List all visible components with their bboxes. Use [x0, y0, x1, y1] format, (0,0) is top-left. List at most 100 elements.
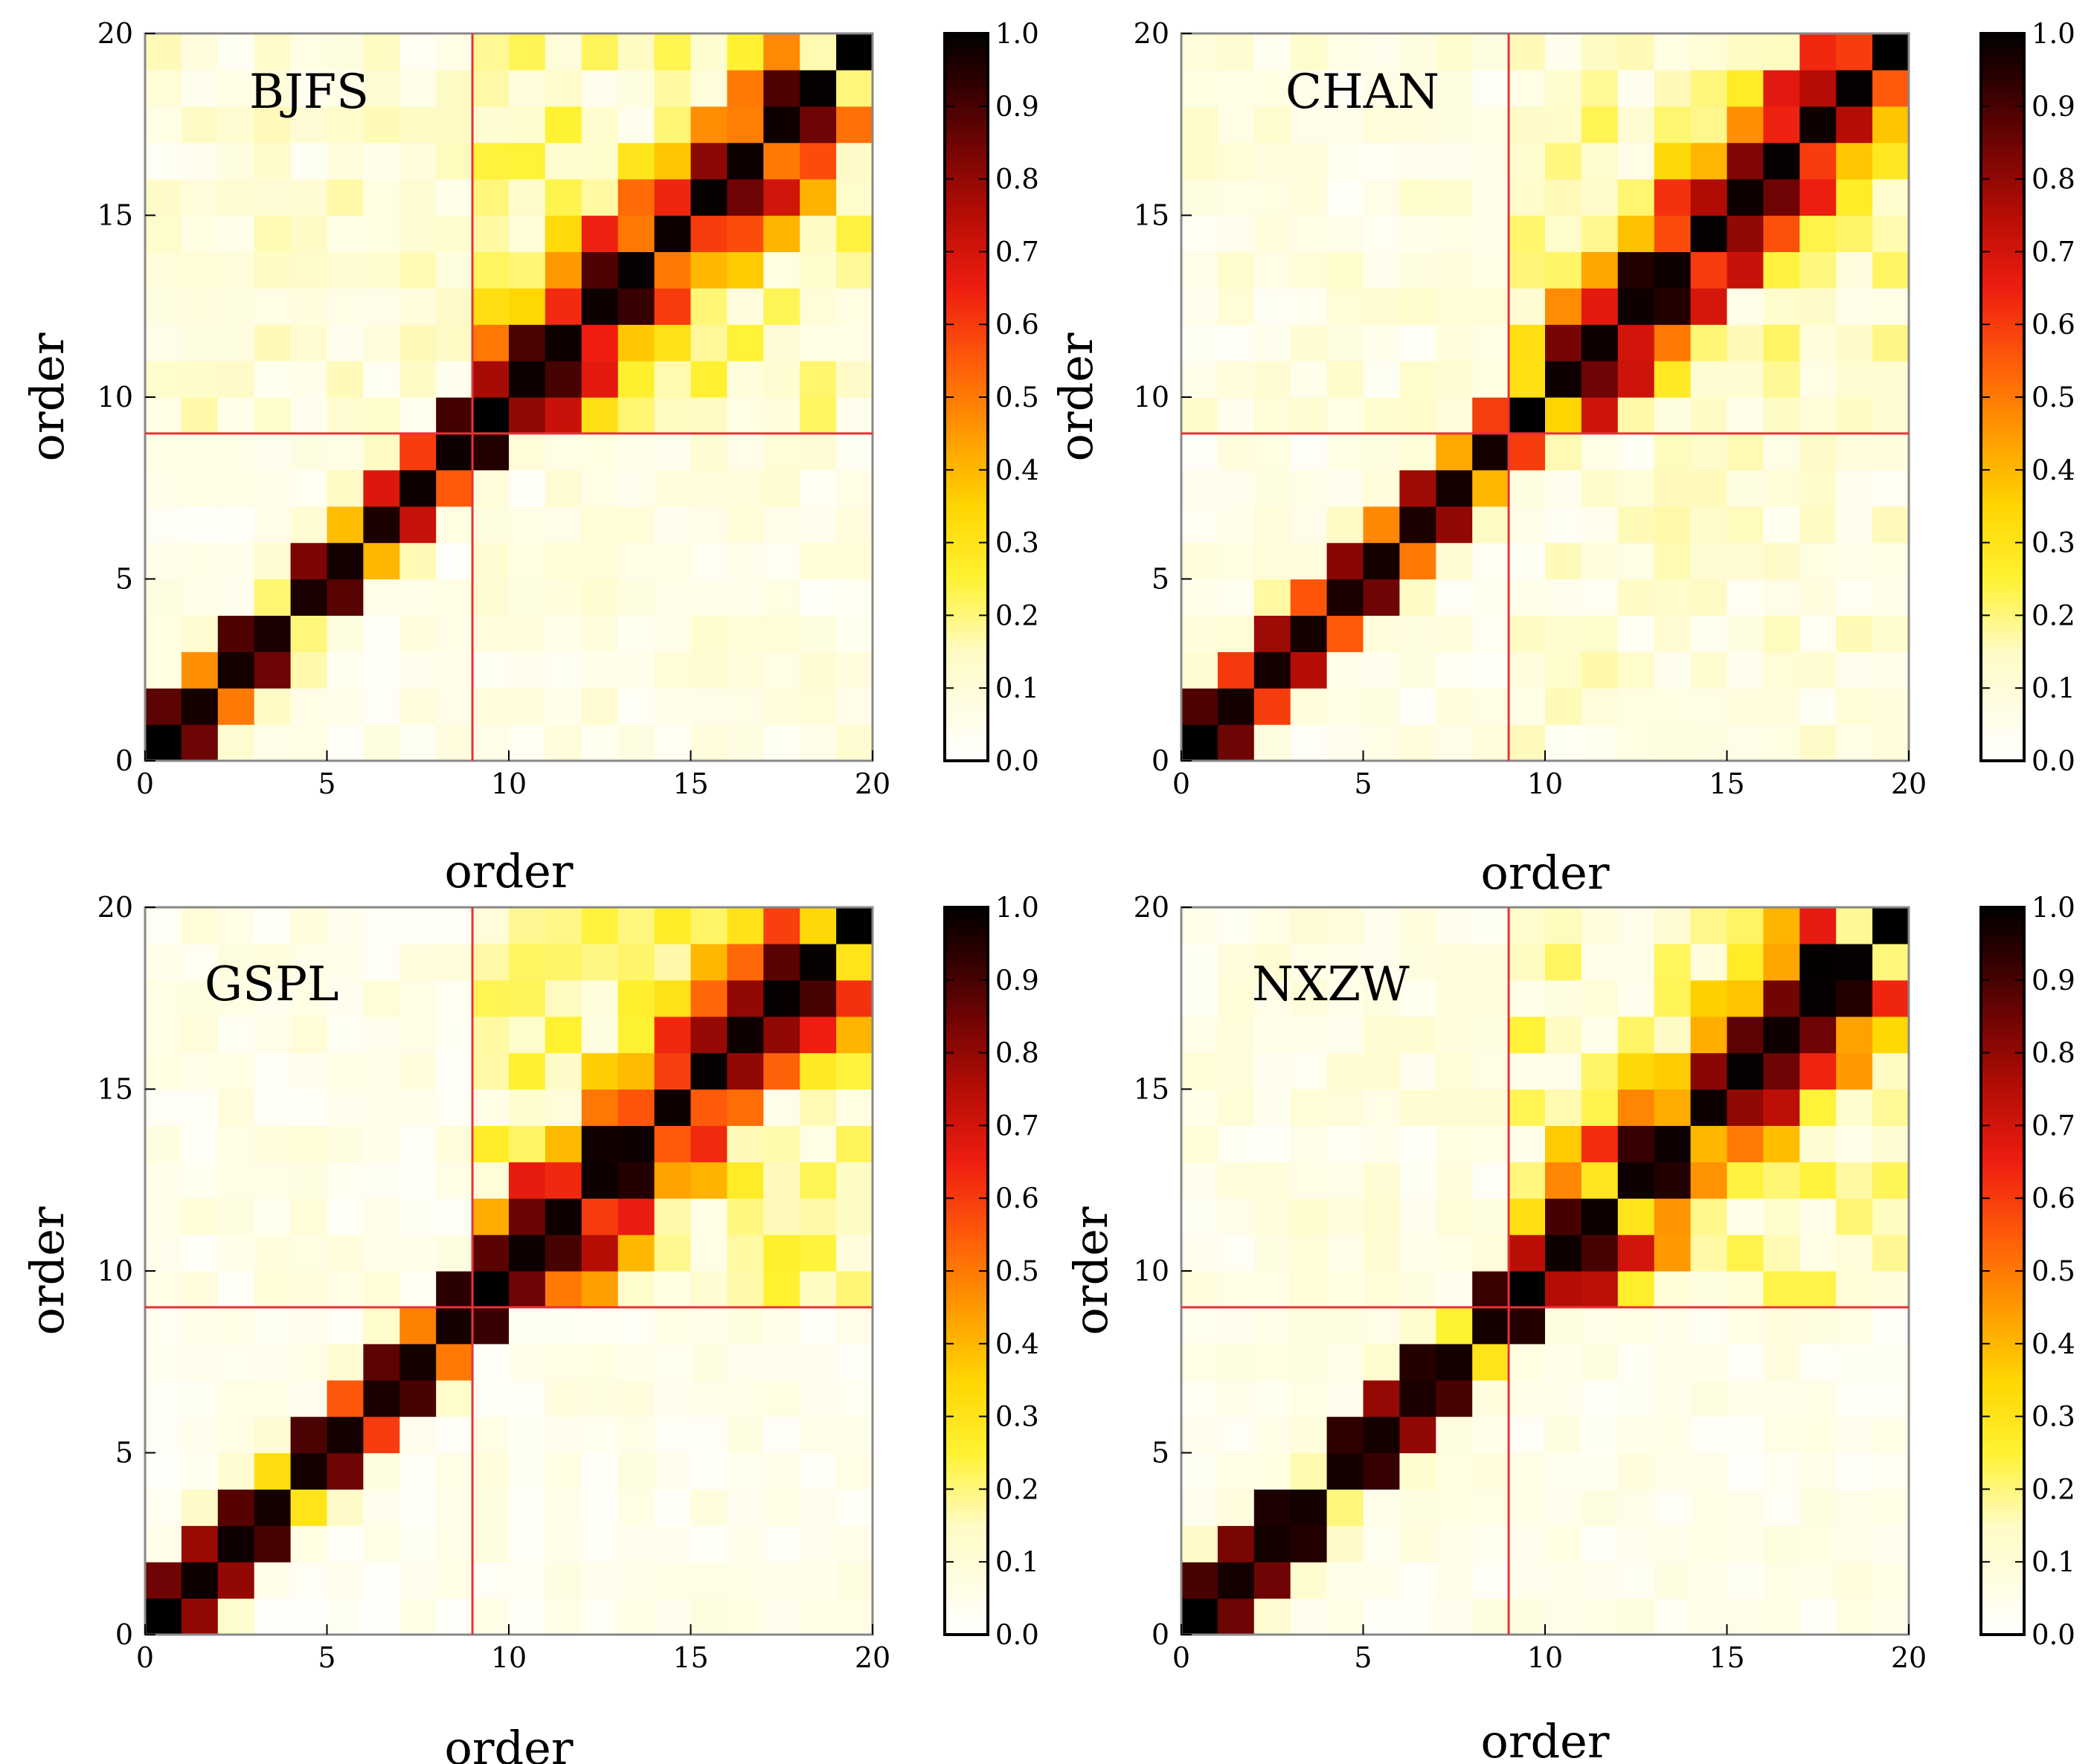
heatmap-cell [254, 288, 292, 325]
heatmap-cell [1436, 433, 1473, 471]
heatmap-cell [690, 1016, 728, 1054]
heatmap-cell [254, 1562, 292, 1599]
heatmap-cell [1617, 397, 1655, 434]
heatmap-cell [836, 506, 873, 544]
heatmap-cell [581, 1016, 619, 1054]
colorbar-tick-label: 0.0 [995, 745, 1039, 777]
heatmap-cell [327, 142, 364, 180]
heatmap-cell [1763, 1052, 1800, 1090]
heatmap-cell [1399, 33, 1436, 71]
heatmap-cell [727, 215, 764, 252]
heatmap-cell [1181, 1525, 1218, 1562]
heatmap-cell [363, 69, 400, 107]
heatmap-cell [581, 943, 619, 981]
heatmap-cell [800, 433, 837, 471]
heatmap-cell [145, 469, 182, 507]
heatmap-cell [581, 1525, 619, 1562]
heatmap-cell [1472, 1162, 1509, 1199]
heatmap-cell [290, 1307, 328, 1345]
heatmap-cell [1654, 1198, 1692, 1235]
heatmap-cell [1654, 1307, 1692, 1345]
heatmap-cell [145, 651, 182, 689]
heatmap-cell [763, 1343, 800, 1381]
heatmap-cell [1763, 1489, 1800, 1526]
heatmap-cell [181, 397, 219, 434]
colorbar: 0.00.10.20.30.40.50.60.70.80.91.0 [1979, 892, 2075, 1651]
heatmap-cell [1436, 1452, 1473, 1490]
heatmap-cell [836, 1198, 873, 1235]
heatmap-cell [254, 178, 292, 216]
heatmap-cell [181, 1343, 219, 1381]
heatmap-cell [1799, 1598, 1837, 1635]
heatmap-cell [1326, 1089, 1364, 1126]
heatmap-cell [836, 1235, 873, 1272]
heatmap-cell [800, 69, 837, 107]
heatmap-cell [690, 1343, 728, 1381]
heatmap-cell [436, 943, 473, 981]
heatmap-cell [1290, 1016, 1328, 1054]
heatmap-cell [181, 142, 219, 180]
heatmap-cell [836, 1489, 873, 1526]
heatmap-cell [1727, 433, 1764, 471]
heatmap-cell [145, 1489, 182, 1526]
heatmap-cell [1326, 1235, 1364, 1272]
heatmap-cell [254, 1016, 292, 1054]
heatmap-cell [1399, 433, 1436, 471]
heatmap-cell [1654, 397, 1692, 434]
heatmap-cell [1799, 397, 1837, 434]
heatmap-cell [1181, 506, 1218, 544]
heatmap-cell [617, 1198, 655, 1235]
heatmap-cell [217, 69, 255, 107]
heatmap-cell [254, 215, 292, 252]
heatmap-cell [545, 178, 582, 216]
heatmap-cell [727, 288, 764, 325]
heatmap-cell [617, 397, 655, 434]
heatmap-cell [1836, 1089, 1873, 1126]
heatmap-cell [181, 69, 219, 107]
heatmap-cell [1217, 943, 1255, 981]
heatmap-cell [217, 1016, 255, 1054]
heatmap-cell [1217, 724, 1255, 762]
heatmap-cell [1581, 1089, 1619, 1126]
heatmap-cell [1472, 1235, 1509, 1272]
heatmap-cell [1363, 1198, 1400, 1235]
heatmap-cell [1690, 1052, 1728, 1090]
heatmap-cell [1509, 324, 1546, 361]
heatmap-cell [145, 1452, 182, 1490]
heatmap-cell [1763, 469, 1800, 507]
heatmap-cell [581, 1343, 619, 1381]
heatmap-cell [217, 1562, 255, 1599]
heatmap-cell [654, 1525, 692, 1562]
heatmap-cell [290, 361, 328, 398]
heatmap-cell [145, 397, 182, 434]
heatmap-cell [217, 433, 255, 471]
heatmap-cell [290, 1052, 328, 1090]
heatmap-cell [1727, 1380, 1764, 1417]
y-tick-label: 15 [97, 1073, 133, 1106]
heatmap-cell [472, 615, 510, 652]
heatmap-cell [690, 33, 728, 71]
heatmap-cell [1326, 1016, 1364, 1054]
heatmap-cell [1326, 1271, 1364, 1308]
heatmap-cell [545, 1307, 582, 1345]
heatmap-cell [727, 651, 764, 689]
heatmap-cell [436, 433, 473, 471]
heatmap-cell [654, 397, 692, 434]
heatmap-cell [617, 1016, 655, 1054]
heatmap-cell [1472, 33, 1509, 71]
heatmap-cell [472, 106, 510, 144]
heatmap-cell [1399, 1089, 1436, 1126]
heatmap-cell [145, 288, 182, 325]
heatmap-cell [617, 1489, 655, 1526]
heatmap-cell [1545, 69, 1582, 107]
heatmap-cell [1545, 1489, 1582, 1526]
colorbar-tick-label: 0.3 [2032, 527, 2075, 559]
heatmap-cell [217, 1162, 255, 1199]
heatmap-cell [1436, 1307, 1473, 1345]
heatmap-cell [1581, 106, 1619, 144]
heatmap-cell [1690, 1562, 1728, 1599]
heatmap-cell [217, 324, 255, 361]
heatmap-cell [436, 651, 473, 689]
heatmap-cell [1217, 1416, 1255, 1454]
heatmap-cell [1581, 615, 1619, 652]
